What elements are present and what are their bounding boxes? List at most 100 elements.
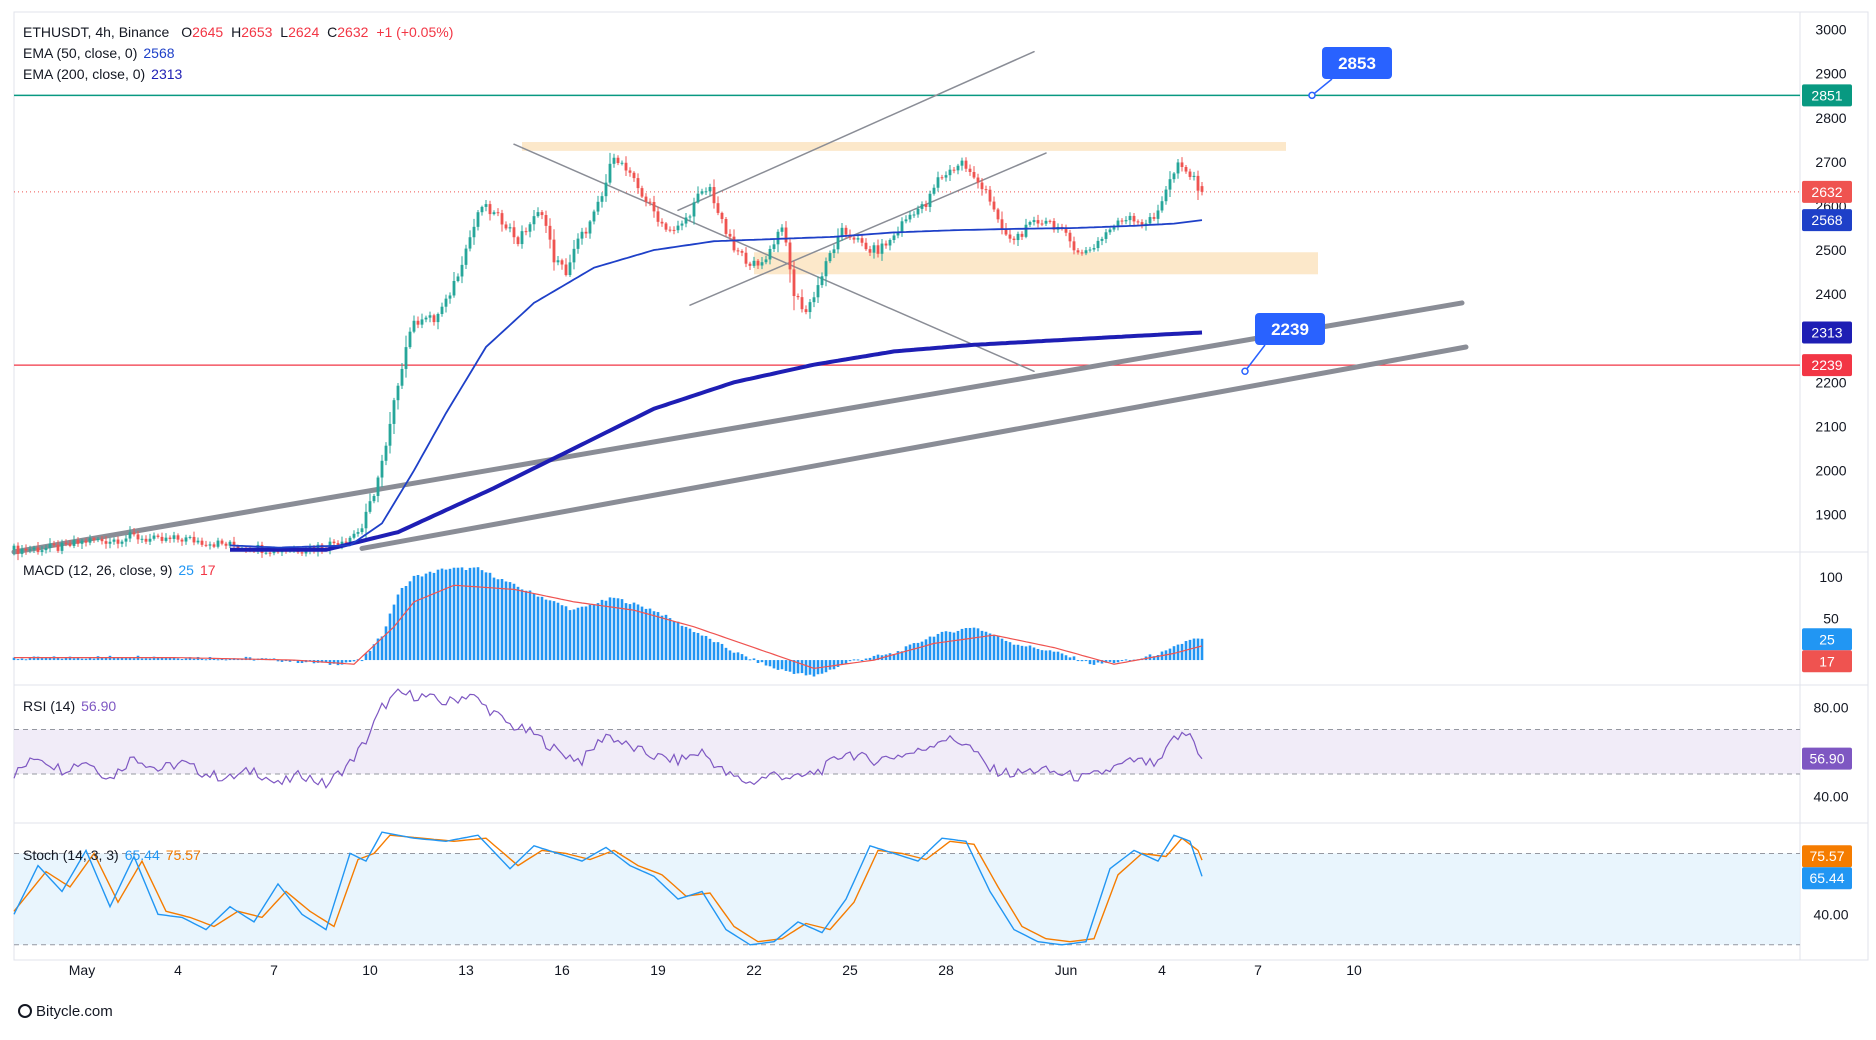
macd-hist-bar	[436, 569, 440, 661]
candle-body	[604, 182, 608, 197]
rsi-value: 56.90	[81, 698, 117, 714]
macd-hist-bar	[56, 657, 60, 661]
macd-hist-bar	[544, 599, 548, 661]
macd-hist-bar	[816, 660, 820, 675]
price-tick-label: 2000	[1815, 462, 1846, 478]
candle-body	[148, 538, 152, 542]
macd-hist-bar	[780, 660, 784, 670]
long-trendline-lower	[359, 344, 1469, 551]
candle-body	[96, 538, 100, 541]
macd-hist-bar	[896, 651, 900, 661]
macd-hist-bar	[424, 573, 428, 661]
price-callouts: 2853 2239	[1241, 47, 1392, 376]
candle-body	[1096, 240, 1100, 249]
candle-body	[1084, 250, 1088, 254]
macd-hist-bar	[512, 583, 516, 661]
time-axis[interactable]: May 4 7 10 13 16 19 22 25 28 Jun 4 7 10	[69, 962, 1362, 978]
macd-hist-bar	[964, 628, 968, 661]
candle-body	[800, 297, 804, 310]
candle-body	[664, 223, 668, 230]
price-axis[interactable]: 1900200021002200230024002500260027002800…	[1802, 22, 1852, 923]
ema50-price-badge-bg	[1802, 209, 1852, 232]
candle-body	[180, 539, 184, 542]
macd-hist-bar	[508, 582, 512, 661]
candle-body	[400, 368, 404, 386]
stoch-d-value: 75.57	[165, 847, 201, 863]
macd-hist-bar	[516, 586, 520, 661]
macd-hist-bar	[20, 658, 24, 661]
ohlc-high: H2653	[231, 24, 272, 40]
stoch-k-badge: 65.44	[1802, 867, 1852, 890]
resistance-price-badge-bg	[1802, 84, 1852, 107]
macd-hist-bar	[320, 660, 324, 663]
candle-body	[20, 548, 24, 554]
macd-hist-bar	[84, 658, 88, 661]
macd-hist-bar	[520, 589, 524, 661]
price-tick-label: 3000	[1815, 22, 1846, 38]
high-value: 2653	[241, 24, 273, 40]
macd-hist-bar	[1108, 660, 1112, 662]
candle-body	[340, 541, 344, 545]
macd-hist-bar	[144, 658, 148, 661]
macd-hist-bar	[740, 654, 744, 661]
macd-hist-bar	[900, 651, 904, 661]
support-price-badge-bg	[1802, 354, 1852, 377]
macd-hist-bar	[480, 570, 484, 661]
macd-value: 25	[178, 562, 194, 578]
candle-body	[504, 224, 508, 229]
candle-body	[652, 201, 656, 212]
candle-body	[500, 213, 504, 225]
candle-body	[416, 320, 420, 325]
macd-hist-bar	[64, 657, 68, 661]
candle-body	[540, 212, 544, 216]
macd-value-badge: 25	[1802, 628, 1852, 651]
macd-hist-bar	[696, 632, 700, 661]
descending-trendline	[513, 143, 1035, 373]
candle-body	[448, 295, 452, 299]
macd-hist-bar	[996, 635, 1000, 661]
candle-body	[1132, 215, 1136, 222]
candle-body	[544, 215, 548, 226]
callout-support-anchor	[1241, 367, 1249, 376]
macd-hist-bar	[120, 657, 124, 661]
rsi-value-badge-label: 56.90	[1809, 751, 1844, 767]
macd-hist-bar	[200, 658, 204, 661]
open-value: 2645	[192, 24, 224, 40]
candle-body	[160, 536, 164, 541]
macd-hist-bar	[792, 660, 796, 674]
macd-hist-bar	[112, 657, 116, 661]
macd-hist-bar	[1040, 650, 1044, 661]
footer-brand[interactable]: Bitycle.com	[18, 1003, 113, 1020]
macd-hist-bar	[344, 660, 348, 663]
macd-hist-bar	[664, 614, 668, 661]
candle-body	[132, 532, 136, 535]
candle-body	[464, 248, 468, 265]
macd-hist-bar	[1116, 660, 1120, 663]
close-value: 2632	[337, 24, 369, 40]
macd-hist-bar	[332, 660, 336, 664]
macd-hist-bar	[828, 660, 832, 670]
candle-body	[584, 231, 588, 234]
macd-hist-bar	[1056, 651, 1060, 661]
macd-legend: MACD (12, 26, close, 9) 25 17	[23, 562, 216, 578]
macd-hist-bar	[100, 657, 104, 661]
candle-body	[408, 331, 412, 348]
candle-body	[88, 538, 92, 543]
time-tick-label: 25	[842, 962, 858, 978]
change-value: +1 (+0.05%)	[376, 24, 454, 40]
macd-hist-bar	[952, 632, 956, 661]
candle-body	[940, 177, 944, 179]
macd-hist-bar	[188, 657, 192, 661]
macd-hist-bar	[1080, 660, 1084, 662]
candle-body	[532, 216, 536, 225]
candle-body	[1184, 166, 1188, 172]
price-tick-label: 2400	[1815, 286, 1846, 302]
candle-body	[640, 188, 644, 197]
macd-hist-bar	[1016, 644, 1020, 661]
callout-resistance-anchor	[1308, 91, 1316, 100]
resistance-zone	[522, 142, 1286, 151]
candle-body	[808, 302, 812, 313]
candle-body	[1064, 227, 1068, 233]
rsi-tick-label: 40.00	[1813, 788, 1848, 804]
